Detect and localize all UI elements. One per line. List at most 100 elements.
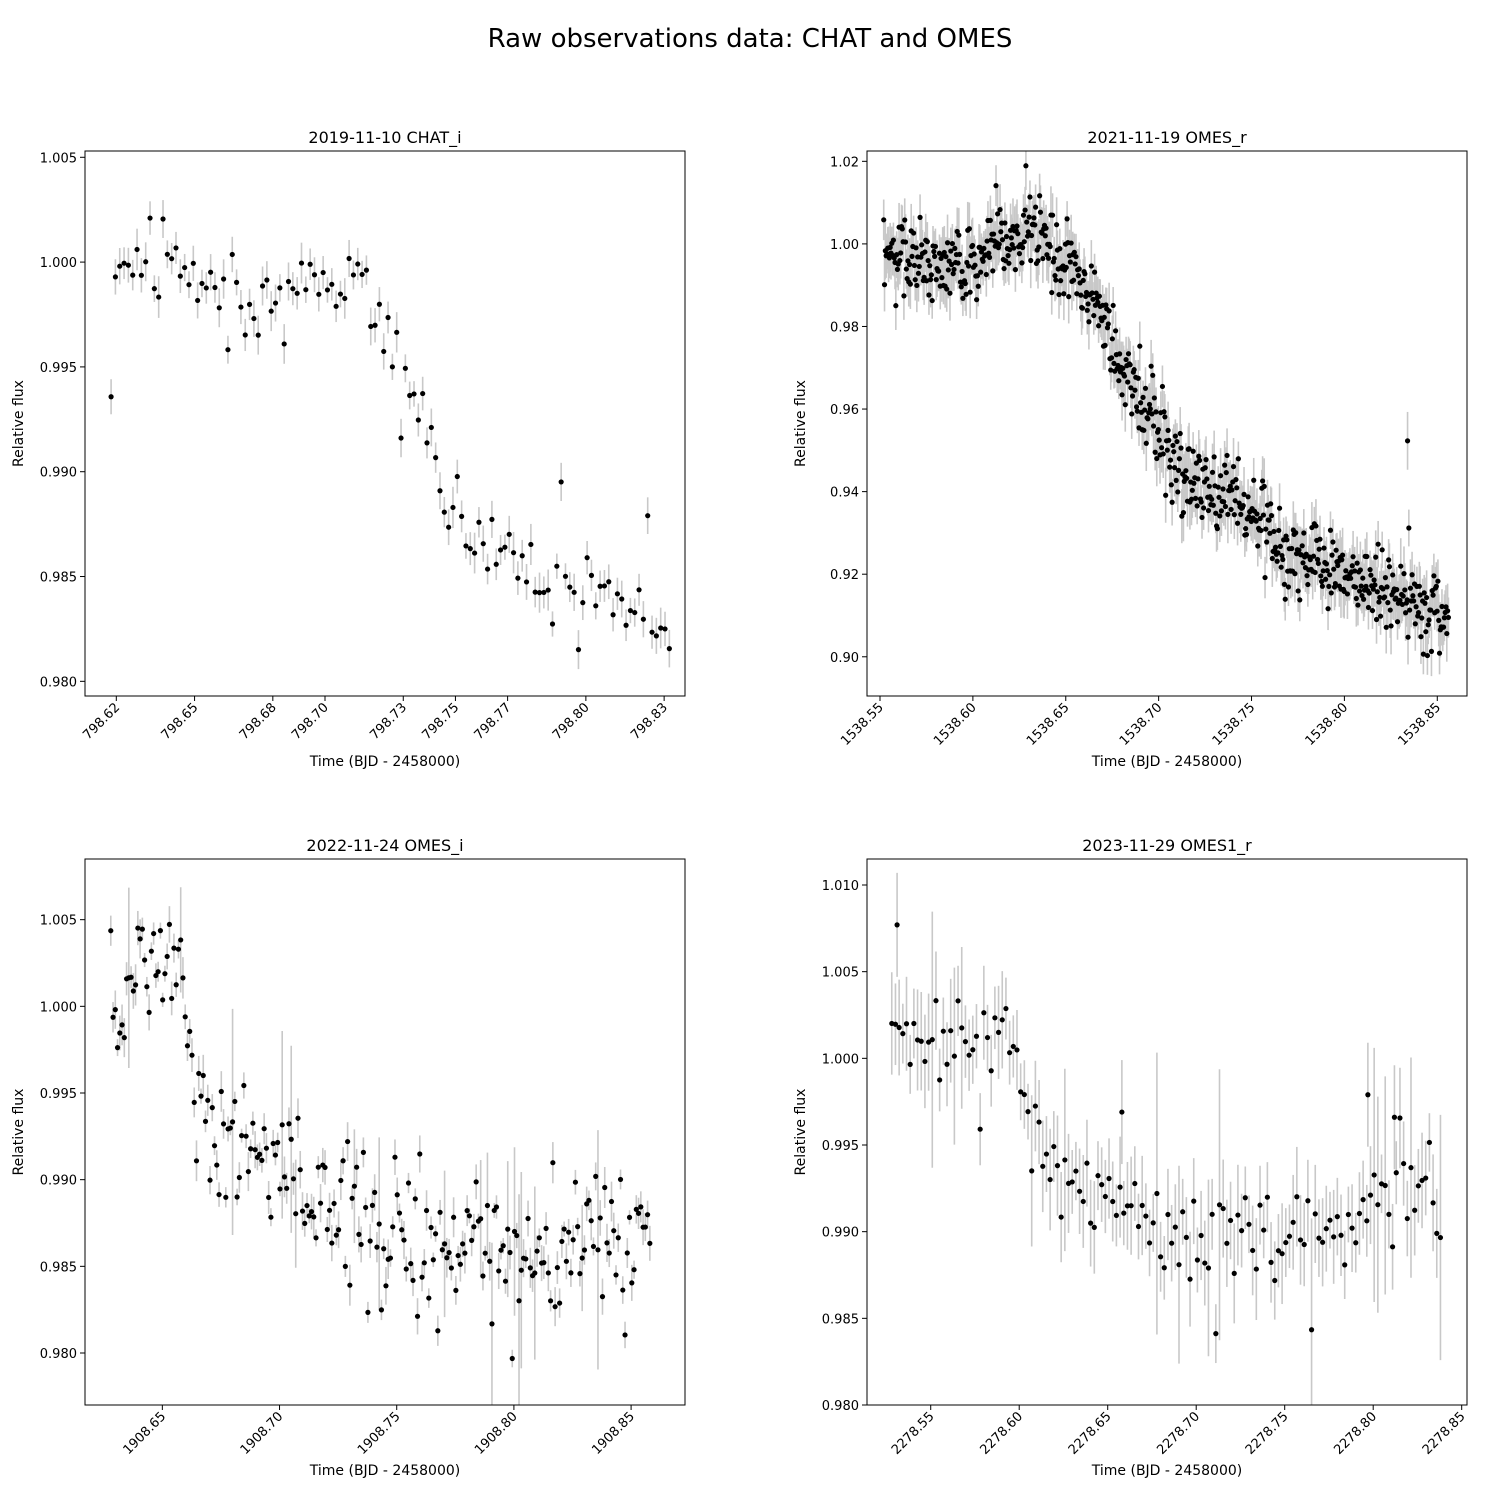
data-point <box>1142 385 1149 391</box>
data-point <box>957 251 963 257</box>
data-point <box>1161 409 1167 415</box>
data-point <box>498 1247 504 1253</box>
data-point <box>1174 438 1180 445</box>
data-point <box>559 1238 565 1245</box>
data-point <box>1323 576 1329 582</box>
data-point <box>1196 457 1203 463</box>
data-point <box>893 303 899 309</box>
data-point <box>171 945 177 951</box>
data-point <box>1319 583 1325 589</box>
data-point <box>316 291 322 297</box>
data-point <box>441 1241 448 1247</box>
data-point <box>1010 1043 1016 1050</box>
data-point <box>945 267 951 273</box>
data-point <box>980 258 986 264</box>
data-point <box>329 281 335 287</box>
y-tick-label: 0.990 <box>40 1174 77 1189</box>
data-point <box>511 1228 518 1235</box>
data-point <box>1295 588 1301 594</box>
data-point <box>311 1214 317 1220</box>
x-tick-label: 2278.85 <box>1420 1409 1469 1458</box>
data-point <box>1419 1177 1425 1184</box>
data-point <box>631 1267 637 1273</box>
data-point <box>1415 610 1422 616</box>
data-point <box>1072 261 1078 267</box>
data-point <box>959 268 965 275</box>
data-point <box>1150 423 1157 429</box>
data-point <box>951 266 957 273</box>
data-point <box>1331 1234 1337 1240</box>
data-point <box>156 294 162 300</box>
data-point <box>1217 513 1223 519</box>
data-point <box>523 1256 529 1262</box>
data-point <box>1294 1194 1300 1200</box>
data-point <box>1075 273 1082 279</box>
data-point <box>1301 1241 1307 1248</box>
data-point <box>604 1240 610 1246</box>
data-point <box>545 1270 551 1276</box>
data-point <box>1177 430 1183 437</box>
data-point <box>1364 1218 1370 1224</box>
data-point <box>1235 1212 1241 1218</box>
data-point <box>1437 1234 1444 1241</box>
data-point <box>117 263 123 269</box>
data-point <box>948 248 954 254</box>
data-point <box>571 589 577 595</box>
x-tick-label: 1538.65 <box>1024 700 1073 749</box>
data-point <box>1314 556 1321 563</box>
data-point <box>396 1210 403 1216</box>
data-point <box>606 579 612 585</box>
data-point <box>248 1146 254 1152</box>
data-point <box>1029 1168 1035 1174</box>
data-point <box>251 315 257 322</box>
data-point <box>408 1261 414 1267</box>
data-point <box>620 1287 626 1293</box>
data-point <box>381 1246 387 1252</box>
data-point <box>1404 438 1411 444</box>
data-point <box>451 1214 457 1220</box>
data-point <box>1076 1188 1083 1194</box>
data-point <box>1062 1157 1068 1163</box>
data-point <box>1139 1202 1145 1209</box>
data-point <box>1209 496 1215 502</box>
data-point <box>962 1039 969 1045</box>
data-point <box>1297 597 1303 603</box>
subplot-title: 2023-11-29 OMES1_r <box>1082 836 1252 856</box>
data-point <box>472 550 478 556</box>
data-point <box>196 1070 202 1077</box>
data-point <box>507 1249 513 1256</box>
data-point <box>1091 312 1097 319</box>
data-point <box>566 1229 572 1235</box>
data-point <box>147 215 153 221</box>
data-point <box>944 240 951 246</box>
data-point <box>286 1121 292 1127</box>
data-point <box>536 1235 542 1241</box>
data-point <box>426 1295 432 1301</box>
data-point <box>1410 593 1416 599</box>
data-point <box>928 272 934 278</box>
data-point <box>1189 487 1195 493</box>
data-point <box>1053 277 1059 283</box>
data-point <box>1021 239 1027 245</box>
data-point <box>1218 508 1225 514</box>
data-point <box>645 513 651 519</box>
data-point <box>1146 401 1153 408</box>
y-tick-label: 1.000 <box>40 1000 77 1015</box>
data-point <box>1436 650 1443 656</box>
data-point <box>1187 1276 1193 1282</box>
data-point <box>1382 575 1389 581</box>
data-point <box>1049 289 1055 296</box>
data-point <box>1213 510 1219 516</box>
x-tick-label: 1908.65 <box>121 1409 170 1458</box>
data-point <box>270 1140 276 1147</box>
data-point <box>1145 416 1151 422</box>
data-point <box>1070 277 1077 283</box>
data-point <box>948 1028 954 1034</box>
data-point <box>1057 246 1063 252</box>
data-point <box>446 524 452 530</box>
data-point <box>1220 1205 1226 1212</box>
data-point <box>903 266 909 272</box>
data-point <box>394 1192 400 1198</box>
data-point <box>180 975 186 981</box>
data-point <box>139 926 145 932</box>
